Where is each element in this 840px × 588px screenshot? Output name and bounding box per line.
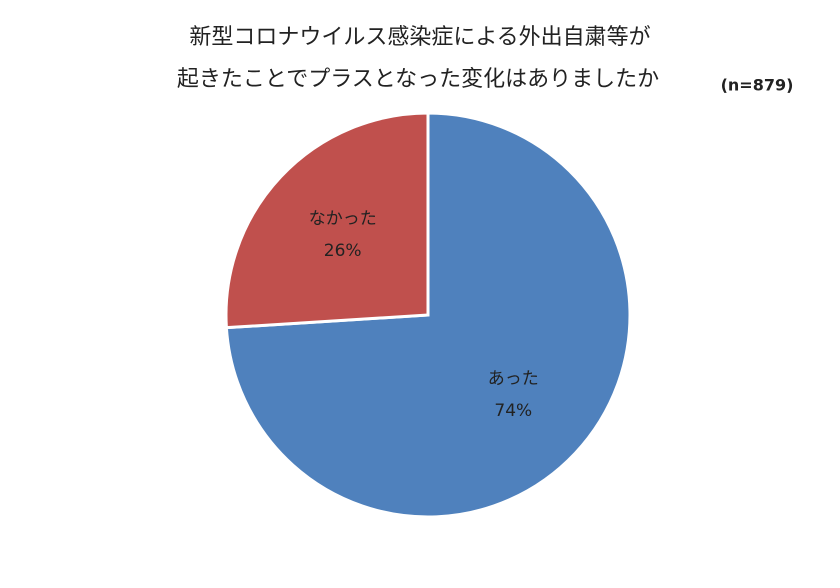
slice-value-label: 26% <box>324 241 362 261</box>
slice-category-label: なかった <box>309 209 377 229</box>
chart-title: 起きたことでプラスとなった変化はありましたか <box>177 67 659 92</box>
chart-title: 新型コロナウイルス感染症による外出自粛等が <box>189 25 650 50</box>
sample-size: (n=879) <box>721 76 794 95</box>
pie: あった 74% なかった 26% <box>224 111 632 519</box>
pie-slice <box>224 111 430 330</box>
slice-value-label: 74% <box>494 401 532 421</box>
slice-category-label: あった <box>488 369 539 389</box>
